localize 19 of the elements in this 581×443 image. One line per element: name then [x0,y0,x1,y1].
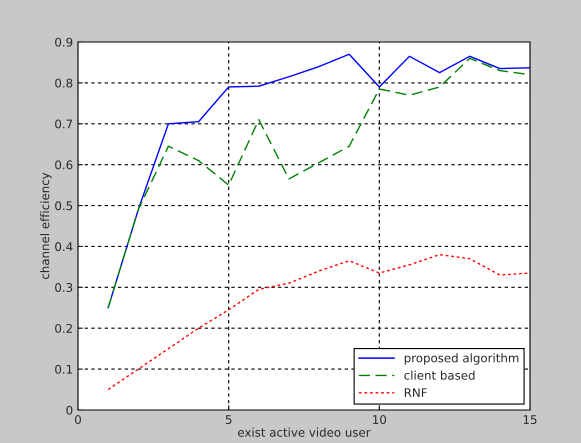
x-tick-label: 0 [75,415,81,424]
y-tick-label: 0.9 [55,38,72,47]
y-tick-label: 0.6 [55,160,72,170]
x-tick-label: 10 [373,415,386,424]
legend-label: client based [404,370,474,380]
y-tick-label: 0.1 [55,364,72,374]
y-tick-label: 0.2 [55,324,72,333]
y-tick-label: 0.4 [55,242,72,252]
legend-label: proposed algorithm [404,353,518,365]
legend-label: RNF [404,388,427,397]
y-tick-label: 0.8 [55,78,72,88]
x-axis-title: exist active video user [238,428,371,437]
y-tick-label: 0.3 [55,283,72,292]
y-axis-title: channel efficiency [40,172,52,280]
y-tick-label: 0 [66,406,72,415]
y-tick-label: 0.5 [55,201,72,210]
y-tick-label: 0.7 [55,120,72,128]
x-tick-label: 15 [524,415,536,424]
x-tick-label: 5 [226,415,232,424]
